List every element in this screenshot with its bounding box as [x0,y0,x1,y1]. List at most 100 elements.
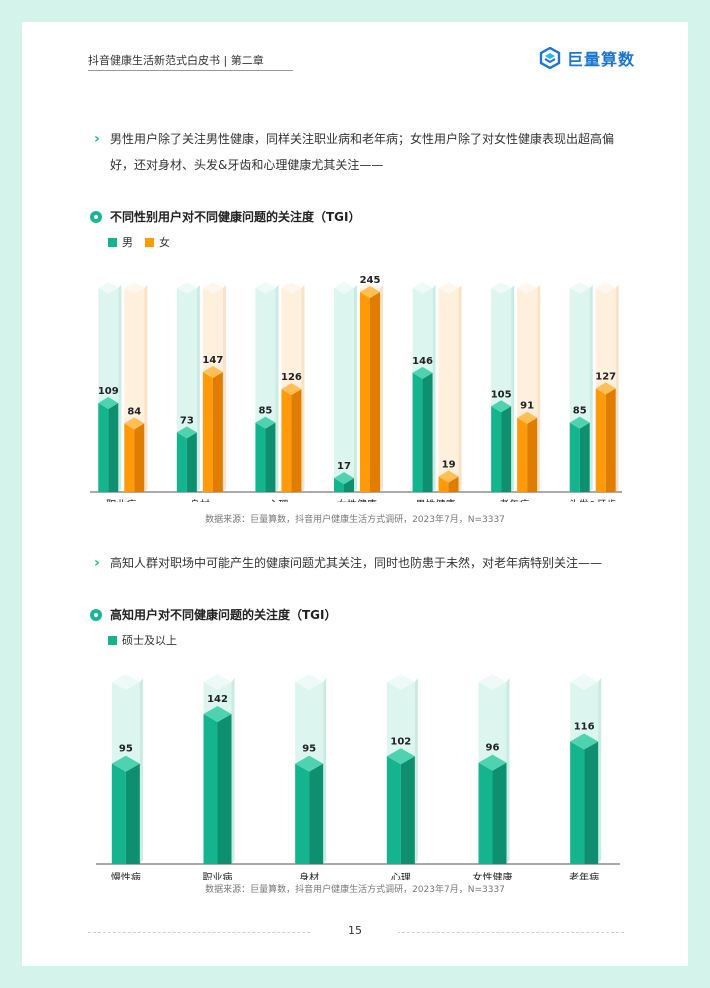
chart1-bar-6-0 [569,282,593,492]
chart2-bar-2-top [295,755,324,772]
chart1-bar-6-0-top [569,416,590,429]
chart1-bar-4-1-front [438,476,449,492]
chart2-bar-2-side [309,763,324,864]
chart1-data-label-5-1: 91 [520,401,534,412]
chart1-bar-6-0-ghost-top [569,282,590,294]
chart2-bar-3-ghost-side [414,678,418,864]
chart1-source: 数据来源：巨量算数，抖音用户健康生活方式调研，2023年7月，N=3337 [205,515,505,525]
chart2-tick-label-5: 老年病 [569,871,599,880]
chart2-legend: 硕士及以上 [108,632,189,648]
brand-logo: 巨量算数 [539,46,635,70]
chart1-tick-label-2: 心理 [268,499,288,502]
chart1-data-label-3-0: 17 [337,461,351,472]
chart1-bar-4-1-side [448,476,459,492]
chart1-data-label-1-0: 73 [180,415,194,426]
chart2-bar-3-side [400,756,415,864]
chart2-data-label-3: 102 [390,736,411,747]
chart1-bar-1-0-ghost-side [196,285,200,492]
chart2-bar-1-side [217,714,232,864]
page: 抖音健康生活新范式白皮书 | 第二章 巨量算数 › 男性用户除了关注男性健康，同… [22,22,688,966]
chart1-bar-2-0-side [265,422,276,492]
chart2-title-text: 高知用户对不同健康问题的关注度（TGI） [110,608,337,622]
chart1-bar-0-0-top [98,397,119,410]
chart1-bar-6-0-ghost-side [589,285,593,492]
chart1-bar-0-1-side [134,423,145,492]
chart1-bar-1-0-side [186,432,197,492]
legend-item-female: 女 [145,234,170,250]
chart1-tick-label-4: 男性健康 [416,498,456,502]
chart1-bar-5-0-front [491,406,502,492]
chart2-bar-0-side [125,763,140,864]
chart1-bar-4-0-ghost-side [432,285,436,492]
chart1-bar-3-0-ghost-front [334,288,354,492]
chart1-bar-5-0-side [501,406,512,492]
chart1-bar-2-0-front [255,422,266,492]
legend-item-master: 硕士及以上 [108,632,177,648]
chart2-tick-label-0: 慢性病 [111,871,141,880]
chart2-tick-label-4: 女性健康 [473,871,513,880]
chart1-bar-1-0-ghost-top [176,282,197,294]
chart1-bar-4-1-ghost-side [458,285,462,492]
chart1-bar-5-0-top [491,400,512,413]
chart1-data-label-6-0: 85 [573,406,587,417]
chart1-bar-6-1-ghost-side [615,285,619,492]
chart1-bar-1-1-front [202,372,213,492]
section1-bullet-line2: 好，还对身材、头发&牙齿和心理健康尤其关注—— [110,158,384,172]
section1-bullet: › 男性用户除了关注男性健康，同样关注职业病和老年病；女性用户除了对女性健康表现… [94,126,634,178]
chart1-bar-2-1-top [281,383,302,396]
chart2-bar-3-front [386,756,401,864]
chart2-bar-5-ghost-side [598,678,602,864]
chart2-bar-5-front [570,741,585,864]
chart1-data-label-2-0: 85 [258,406,272,417]
chart1-bar-0-1-front [124,423,135,492]
chart1-bar-0-1-ghost-side [144,285,148,492]
chart1-bar-2-1 [281,282,305,492]
chart1-bar-0-0-ghost-top [98,282,119,294]
chart1-bar-0-1-top [124,417,145,430]
chart1-bar-5-0-ghost-side [511,285,515,492]
chart2-data-label-2: 95 [302,744,316,755]
chart1-bar-4-1-ghost-top [438,282,459,294]
chart2-bar-2-ghost-side [323,678,327,864]
chart1-title: 不同性别用户对不同健康问题的关注度（TGI） [90,208,361,225]
chart2-bar-5-top [570,733,599,750]
chart2-title: 高知用户对不同健康问题的关注度（TGI） [90,606,337,623]
chart1-bar-2-0-top [255,416,276,429]
chart2-bar-5 [570,674,602,864]
section1-bullet-line1: 男性用户除了关注男性健康，同样关注职业病和老年病；女性用户除了对女性健康表现出超… [110,132,615,146]
chart1-data-label-4-1: 19 [442,459,456,470]
chart1-bar-2-0-ghost-top [255,282,276,294]
legend-label-female: 女 [159,236,170,249]
chart1-bar-5-1 [517,282,541,492]
chart1-bar-1-1-ghost-side [222,285,226,492]
chart2-bar-5-side [584,741,599,864]
legend-swatch-male [108,237,117,247]
chart1-bar-0-1 [124,282,148,492]
chart1-bar-2-0 [255,282,279,492]
brand-name: 巨量算数 [567,50,636,69]
chart1-bar-5-0 [491,282,515,492]
chart2-data-label-1: 142 [207,694,228,705]
header-underline [88,70,293,71]
chart2-bar-5-ghost-top [570,674,599,690]
chart1-bar-0-0-ghost-side [118,285,122,492]
chart1-data-label-0-1: 84 [127,406,141,417]
chart1-bar-3-1-ghost-side [380,285,383,492]
chart1-svg: 109 84 职业病 73 147 身材 85 126 心理 17 245 女性健康 146 19 男性健康… [90,275,622,502]
chart2-bar-4-ghost-side [506,678,510,864]
chart1-bar-5-1-top [517,411,538,424]
chart1-bar-5-1-front [517,417,528,492]
chart2-tick-label-1: 职业病 [203,871,233,880]
chart1-bar-4-0-top [412,366,433,379]
chart1-bar-1-0 [176,282,200,492]
chart1-bar-1-1-ghost-top [202,282,223,294]
chart1-bar-4-1 [438,282,462,492]
chart1-legend: 男 女 [108,234,182,250]
chart1-bar-5-1-ghost-top [517,282,538,294]
legend-item-male: 男 [108,234,133,250]
chart2-bar-3-ghost-top [386,674,415,690]
chart2-svg: 95 慢性病 142 职业病 95 身材 102 心理 96 女性健康 116 老年病 [96,674,620,880]
document-title: 抖音健康生活新范式白皮书 | 第二章 [88,54,264,67]
chart1-bar-3-0-ghost-top [334,282,354,294]
chart1-tick-label-1: 身材 [190,498,210,502]
